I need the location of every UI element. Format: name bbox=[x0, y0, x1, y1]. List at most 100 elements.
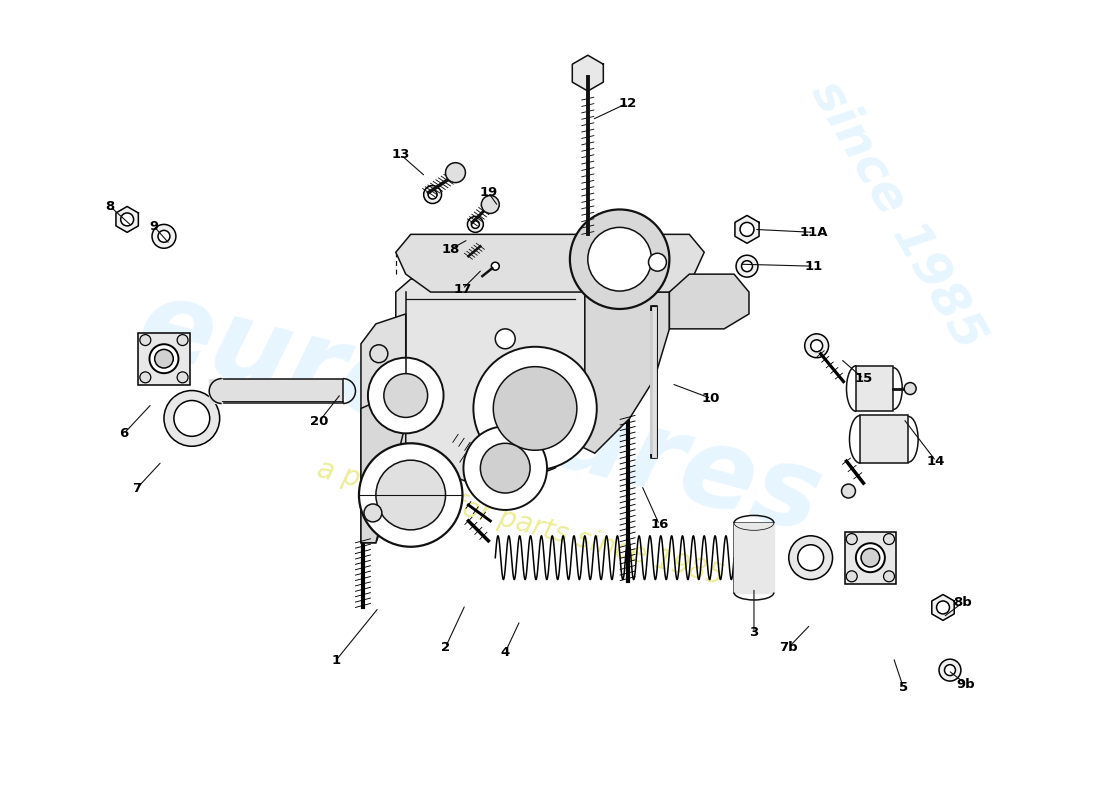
Circle shape bbox=[570, 210, 670, 309]
Circle shape bbox=[463, 254, 470, 262]
Text: 5: 5 bbox=[899, 681, 907, 694]
Polygon shape bbox=[860, 415, 909, 463]
Circle shape bbox=[177, 372, 188, 383]
Text: 10: 10 bbox=[702, 392, 721, 405]
Polygon shape bbox=[932, 594, 954, 620]
Circle shape bbox=[798, 545, 824, 570]
Circle shape bbox=[740, 222, 754, 236]
Circle shape bbox=[370, 345, 388, 362]
Circle shape bbox=[856, 543, 884, 572]
Circle shape bbox=[177, 334, 188, 346]
Circle shape bbox=[842, 484, 856, 498]
Polygon shape bbox=[575, 292, 670, 454]
Circle shape bbox=[164, 390, 220, 446]
Text: 15: 15 bbox=[855, 372, 872, 385]
Polygon shape bbox=[734, 523, 774, 593]
Circle shape bbox=[468, 217, 483, 232]
Circle shape bbox=[493, 366, 576, 450]
Polygon shape bbox=[488, 258, 503, 274]
Polygon shape bbox=[139, 333, 190, 385]
Circle shape bbox=[428, 190, 437, 199]
Text: 9b: 9b bbox=[957, 678, 976, 690]
Circle shape bbox=[359, 443, 462, 546]
Polygon shape bbox=[857, 366, 893, 411]
Text: 12: 12 bbox=[618, 97, 637, 110]
Circle shape bbox=[140, 372, 151, 383]
Polygon shape bbox=[361, 314, 406, 542]
Text: 4: 4 bbox=[500, 646, 510, 658]
Circle shape bbox=[789, 536, 833, 579]
Text: 20: 20 bbox=[310, 415, 329, 428]
Circle shape bbox=[482, 195, 499, 214]
Polygon shape bbox=[222, 378, 343, 403]
Circle shape bbox=[904, 382, 916, 394]
Text: eurospares: eurospares bbox=[128, 271, 834, 556]
Text: 8b: 8b bbox=[954, 596, 972, 609]
Circle shape bbox=[883, 534, 894, 545]
Text: 7b: 7b bbox=[780, 641, 799, 654]
Circle shape bbox=[936, 601, 949, 614]
Circle shape bbox=[150, 344, 178, 373]
Text: 7: 7 bbox=[132, 482, 142, 494]
Circle shape bbox=[481, 443, 530, 493]
Circle shape bbox=[939, 659, 961, 681]
Text: a passion for parts since 1985: a passion for parts since 1985 bbox=[314, 455, 726, 590]
Circle shape bbox=[649, 254, 667, 271]
Circle shape bbox=[945, 665, 956, 676]
Text: since 1985: since 1985 bbox=[802, 71, 994, 358]
Circle shape bbox=[495, 329, 515, 349]
Text: 8: 8 bbox=[106, 200, 114, 213]
Text: 18: 18 bbox=[441, 242, 460, 256]
Polygon shape bbox=[845, 532, 896, 583]
Circle shape bbox=[446, 162, 465, 182]
Circle shape bbox=[477, 274, 484, 282]
Circle shape bbox=[376, 460, 446, 530]
Circle shape bbox=[140, 334, 151, 346]
Text: 6: 6 bbox=[120, 427, 129, 440]
Text: 17: 17 bbox=[453, 282, 472, 295]
Circle shape bbox=[174, 401, 210, 436]
Circle shape bbox=[473, 346, 597, 470]
Circle shape bbox=[460, 251, 473, 265]
Circle shape bbox=[509, 257, 520, 268]
Polygon shape bbox=[734, 523, 774, 593]
Circle shape bbox=[121, 213, 133, 226]
Circle shape bbox=[155, 350, 174, 368]
Text: 1: 1 bbox=[331, 654, 341, 666]
Circle shape bbox=[811, 340, 823, 352]
Circle shape bbox=[861, 548, 880, 567]
Text: 16: 16 bbox=[650, 518, 669, 531]
Circle shape bbox=[846, 534, 857, 545]
Text: 3: 3 bbox=[749, 626, 759, 639]
Circle shape bbox=[883, 571, 894, 582]
Polygon shape bbox=[116, 206, 139, 232]
Polygon shape bbox=[361, 389, 406, 542]
Circle shape bbox=[492, 262, 499, 270]
Circle shape bbox=[505, 252, 525, 272]
Circle shape bbox=[473, 271, 487, 285]
Circle shape bbox=[158, 230, 169, 242]
Circle shape bbox=[741, 261, 752, 272]
Circle shape bbox=[805, 334, 828, 358]
Circle shape bbox=[152, 224, 176, 248]
Polygon shape bbox=[572, 55, 603, 91]
Circle shape bbox=[367, 358, 443, 434]
Circle shape bbox=[463, 426, 547, 510]
Circle shape bbox=[736, 255, 758, 277]
Polygon shape bbox=[396, 234, 704, 292]
Polygon shape bbox=[670, 274, 749, 329]
Circle shape bbox=[846, 571, 857, 582]
Circle shape bbox=[587, 227, 651, 291]
Text: 19: 19 bbox=[480, 186, 497, 199]
Circle shape bbox=[472, 221, 480, 228]
Text: 2: 2 bbox=[441, 641, 450, 654]
Text: 14: 14 bbox=[927, 454, 945, 468]
Text: 9: 9 bbox=[150, 220, 158, 233]
Text: 13: 13 bbox=[392, 148, 410, 162]
Circle shape bbox=[384, 374, 428, 418]
Text: 11A: 11A bbox=[800, 226, 828, 239]
Circle shape bbox=[424, 186, 441, 203]
Polygon shape bbox=[735, 215, 759, 243]
Polygon shape bbox=[396, 279, 585, 481]
Circle shape bbox=[364, 504, 382, 522]
